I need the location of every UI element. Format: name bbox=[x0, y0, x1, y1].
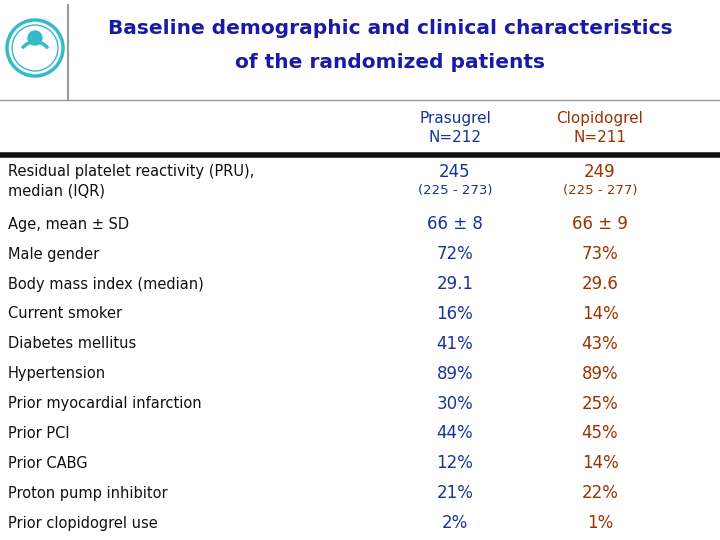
Text: of the randomized patients: of the randomized patients bbox=[235, 52, 545, 71]
Text: 89%: 89% bbox=[582, 364, 618, 383]
Text: Male gender: Male gender bbox=[8, 247, 99, 261]
Text: 14%: 14% bbox=[582, 305, 618, 323]
Text: median (IQR): median (IQR) bbox=[8, 184, 105, 199]
Text: 30%: 30% bbox=[436, 395, 473, 413]
Text: 66 ± 8: 66 ± 8 bbox=[427, 215, 483, 233]
Text: 21%: 21% bbox=[436, 484, 474, 502]
Text: Prasugrel: Prasugrel bbox=[419, 111, 491, 125]
Text: 2%: 2% bbox=[442, 514, 468, 532]
Text: Residual platelet reactivity (PRU),: Residual platelet reactivity (PRU), bbox=[8, 164, 254, 179]
Text: Current smoker: Current smoker bbox=[8, 306, 122, 321]
Circle shape bbox=[28, 31, 42, 45]
Text: Prior CABG: Prior CABG bbox=[8, 456, 88, 471]
Text: (225 - 273): (225 - 273) bbox=[418, 185, 492, 198]
Text: Prior myocardial infarction: Prior myocardial infarction bbox=[8, 396, 202, 411]
Text: 73%: 73% bbox=[582, 245, 618, 263]
Text: 16%: 16% bbox=[436, 305, 473, 323]
Text: N=212: N=212 bbox=[428, 130, 482, 145]
Text: 22%: 22% bbox=[582, 484, 618, 502]
Text: 245: 245 bbox=[439, 163, 471, 181]
Text: Proton pump inhibitor: Proton pump inhibitor bbox=[8, 485, 168, 501]
Text: 29.6: 29.6 bbox=[582, 275, 618, 293]
Text: 72%: 72% bbox=[436, 245, 473, 263]
Text: 43%: 43% bbox=[582, 335, 618, 353]
Text: Clopidogrel: Clopidogrel bbox=[557, 111, 644, 125]
Text: Prior clopidogrel use: Prior clopidogrel use bbox=[8, 516, 158, 531]
Text: 41%: 41% bbox=[436, 335, 473, 353]
Text: 44%: 44% bbox=[437, 424, 473, 442]
Text: 66 ± 9: 66 ± 9 bbox=[572, 215, 628, 233]
Text: 1%: 1% bbox=[587, 514, 613, 532]
Text: 29.1: 29.1 bbox=[436, 275, 474, 293]
Text: N=211: N=211 bbox=[574, 130, 626, 145]
Text: Hypertension: Hypertension bbox=[8, 366, 106, 381]
Text: 45%: 45% bbox=[582, 424, 618, 442]
Text: Body mass index (median): Body mass index (median) bbox=[8, 276, 204, 292]
Text: (225 - 277): (225 - 277) bbox=[563, 185, 637, 198]
Text: 12%: 12% bbox=[436, 454, 474, 472]
Text: Age, mean ± SD: Age, mean ± SD bbox=[8, 217, 129, 232]
Text: 89%: 89% bbox=[437, 364, 473, 383]
Text: 249: 249 bbox=[584, 163, 616, 181]
Text: Prior PCI: Prior PCI bbox=[8, 426, 70, 441]
Text: 25%: 25% bbox=[582, 395, 618, 413]
Text: Baseline demographic and clinical characteristics: Baseline demographic and clinical charac… bbox=[108, 18, 672, 37]
Text: 14%: 14% bbox=[582, 454, 618, 472]
Text: Diabetes mellitus: Diabetes mellitus bbox=[8, 336, 136, 351]
